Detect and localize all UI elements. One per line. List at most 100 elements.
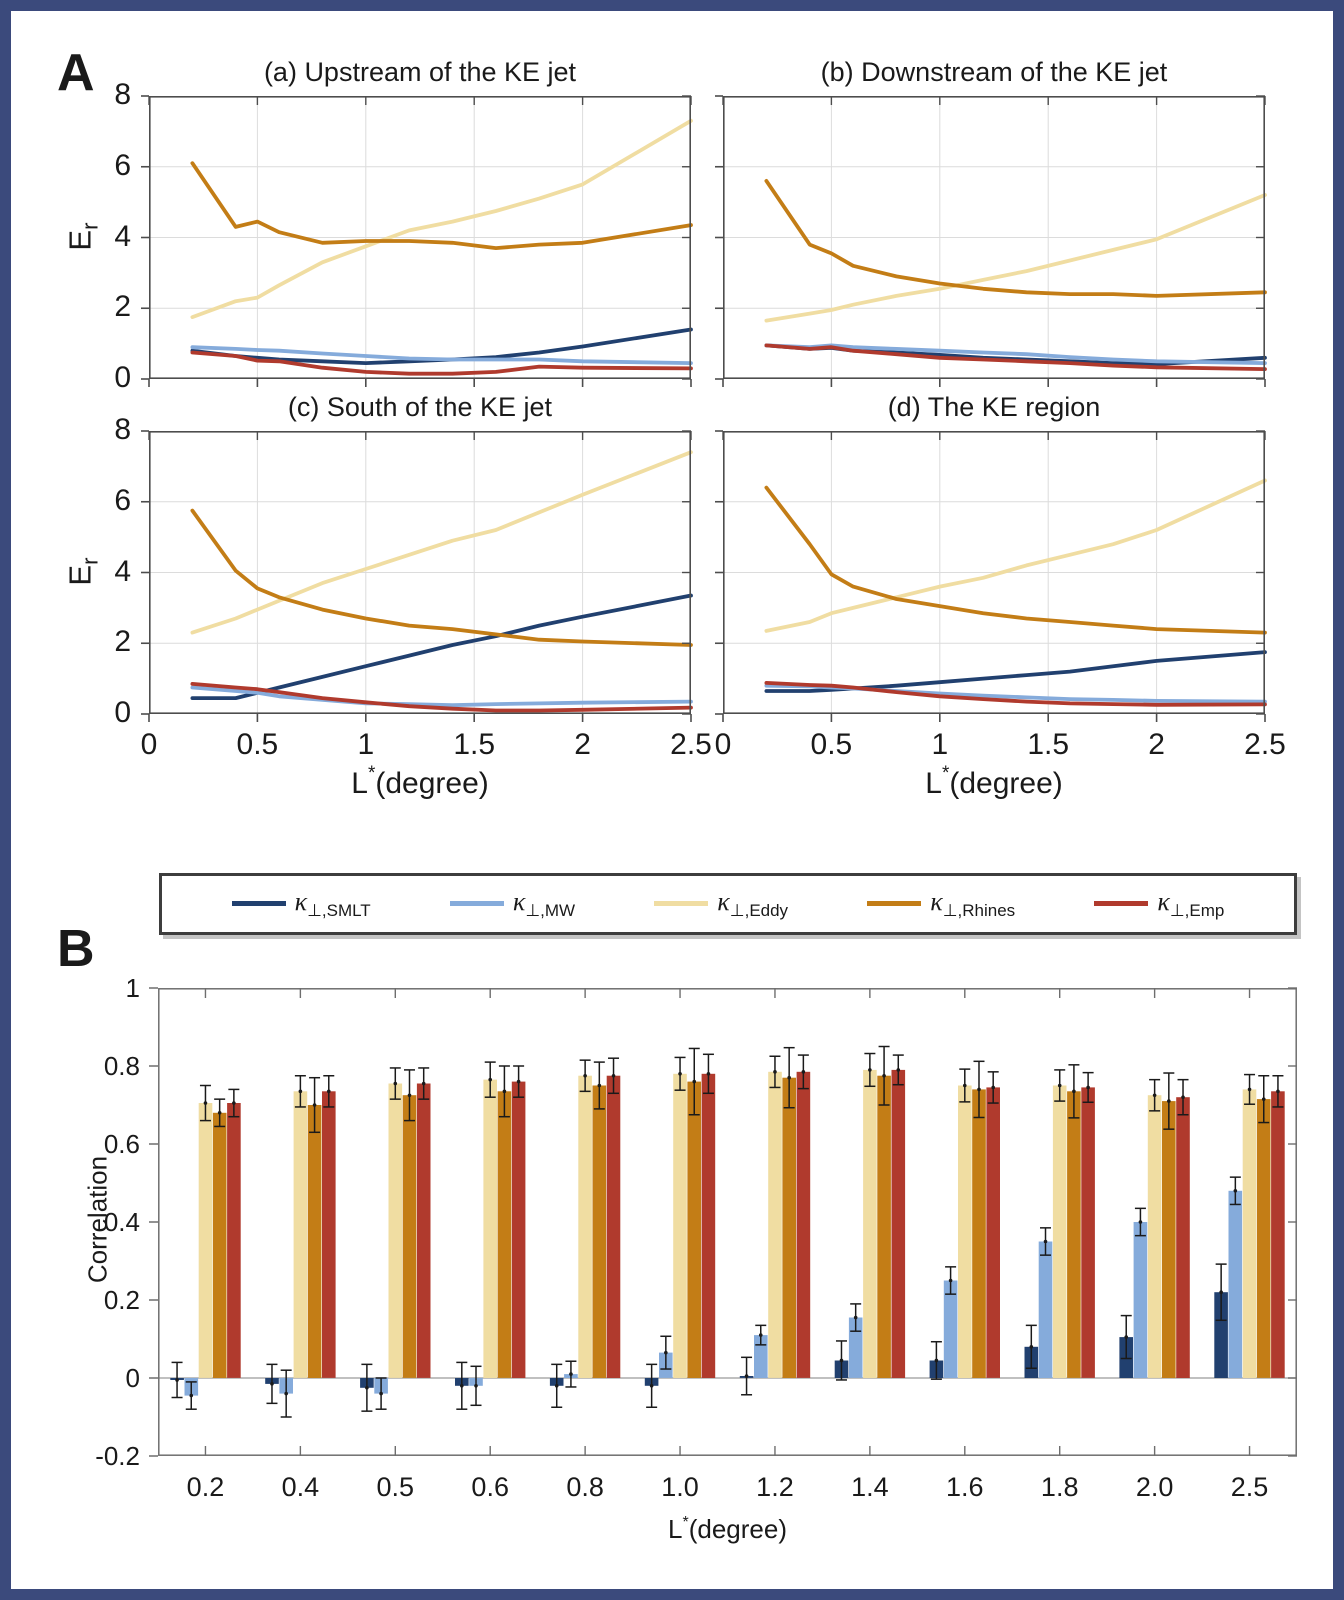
y-tick-label: 0 bbox=[114, 361, 131, 394]
x-tick-label: 2.5 bbox=[1244, 728, 1286, 761]
error-center-dot bbox=[1261, 1097, 1266, 1101]
bar-rhines bbox=[497, 1091, 512, 1378]
error-center-dot bbox=[977, 1087, 981, 1092]
bar-mw bbox=[848, 1317, 863, 1378]
error-center-dot bbox=[1086, 1085, 1090, 1090]
y-tick-label: 8 bbox=[114, 413, 131, 446]
panel-a-label: A bbox=[57, 44, 95, 102]
line-chart-b bbox=[715, 95, 1267, 387]
bar-emp bbox=[322, 1091, 336, 1378]
bar-eddy bbox=[863, 1069, 877, 1378]
error-center-dot bbox=[1276, 1089, 1280, 1094]
y-tick-label: 2 bbox=[114, 625, 131, 659]
error-center-dot bbox=[516, 1079, 521, 1084]
bar-eddy bbox=[388, 1083, 403, 1378]
chart-c-title: (c) South of the KE jet bbox=[287, 392, 553, 422]
error-center-dot bbox=[649, 1384, 654, 1388]
error-center-dot bbox=[502, 1089, 507, 1094]
rhines-line-swatch bbox=[867, 901, 922, 907]
bar-emp bbox=[1176, 1097, 1190, 1378]
error-center-dot bbox=[853, 1315, 858, 1320]
error-center-dot bbox=[692, 1079, 697, 1084]
bar-emp bbox=[986, 1087, 1000, 1378]
error-center-dot bbox=[365, 1385, 369, 1390]
error-center-dot bbox=[934, 1358, 939, 1363]
error-center-dot bbox=[1138, 1220, 1143, 1224]
error-center-dot bbox=[284, 1391, 288, 1396]
legend-a-item-smlt: κ⊥,SMLT bbox=[231, 887, 371, 921]
b-x-tick-label: 0.4 bbox=[281, 1472, 320, 1502]
bar-mw bbox=[1038, 1241, 1053, 1378]
y-tick-label: 4 bbox=[114, 219, 131, 253]
x-axis-label: L*(degree) bbox=[351, 763, 489, 800]
line-chart-d bbox=[715, 430, 1267, 722]
b-x-tick-label: 1.0 bbox=[661, 1472, 699, 1502]
bar-mw bbox=[943, 1280, 958, 1378]
error-center-dot bbox=[948, 1278, 953, 1283]
bar-mw bbox=[1228, 1190, 1243, 1378]
x-tick-label: 1 bbox=[931, 728, 949, 761]
y-axis-label: Er bbox=[62, 222, 103, 251]
y-tick-label: 4 bbox=[114, 554, 131, 588]
b-x-tick-label: 1.8 bbox=[1040, 1472, 1079, 1502]
bar-rhines bbox=[592, 1085, 607, 1378]
error-bars-smlt bbox=[171, 1263, 1227, 1412]
error-center-dot bbox=[664, 1350, 668, 1355]
error-center-dot bbox=[1072, 1089, 1076, 1094]
bar-series-emp bbox=[227, 1069, 1285, 1378]
error-center-dot bbox=[839, 1358, 844, 1363]
error-bars-mw bbox=[185, 1176, 1241, 1418]
error-center-dot bbox=[1057, 1083, 1062, 1088]
bar-eddy bbox=[1242, 1089, 1257, 1378]
bar-emp bbox=[796, 1071, 811, 1378]
error-center-dot bbox=[962, 1083, 967, 1088]
error-center-dot bbox=[706, 1072, 711, 1076]
series-eddy-line bbox=[190, 450, 693, 635]
x-tick-label: 0 bbox=[140, 728, 158, 761]
chart-a-title: (a) Upstream of the KE jet bbox=[263, 57, 577, 87]
b-y-tick-label: 1 bbox=[125, 973, 140, 1003]
error-bars-emp bbox=[228, 1053, 1284, 1118]
error-center-dot bbox=[896, 1068, 901, 1072]
series-emp-line bbox=[190, 350, 693, 376]
bar-chart bbox=[149, 987, 1297, 1457]
b-x-tick-label: 0.5 bbox=[376, 1472, 415, 1502]
panel-a-legend: κ⊥,SMLT κ⊥,MW κ⊥,Eddy κ⊥,Rhines κ⊥,Emp bbox=[159, 873, 1297, 935]
error-center-dot bbox=[1219, 1290, 1223, 1294]
legend-a-item-emp: κ⊥,Emp bbox=[1094, 887, 1224, 921]
series-emp-line bbox=[190, 681, 693, 713]
bar-eddy bbox=[1052, 1085, 1067, 1378]
error-center-dot bbox=[203, 1101, 208, 1105]
bar-emp bbox=[511, 1081, 526, 1378]
y-tick-label: 6 bbox=[114, 148, 131, 182]
error-center-dot bbox=[787, 1075, 791, 1080]
error-center-dot bbox=[326, 1089, 331, 1094]
x-tick-label: 1 bbox=[357, 728, 375, 761]
series-mw-line bbox=[190, 345, 693, 366]
error-center-dot bbox=[1152, 1093, 1157, 1098]
mw-line-swatch bbox=[449, 901, 504, 907]
series-rhines-line bbox=[764, 179, 1267, 298]
bar-emp bbox=[416, 1083, 431, 1378]
error-center-dot bbox=[1181, 1095, 1185, 1099]
error-center-dot bbox=[597, 1083, 602, 1088]
bar-series-eddy bbox=[198, 1069, 1257, 1378]
bar-series-rhines bbox=[212, 1075, 1271, 1378]
error-center-dot bbox=[421, 1081, 426, 1086]
b-x-tick-label: 1.4 bbox=[851, 1472, 889, 1502]
smlt-line-swatch bbox=[231, 901, 286, 907]
error-center-dot bbox=[298, 1089, 303, 1094]
bar-rhines bbox=[402, 1095, 417, 1378]
error-bars-rhines bbox=[214, 1045, 1270, 1134]
error-center-dot bbox=[1043, 1239, 1048, 1244]
series-emp-line bbox=[764, 680, 1267, 707]
b-x-tick-label: 0.6 bbox=[471, 1472, 509, 1502]
error-center-dot bbox=[217, 1111, 222, 1115]
legend-a-item-mw: κ⊥,MW bbox=[449, 887, 575, 921]
bar-emp bbox=[606, 1075, 621, 1378]
x-tick-label: 0.5 bbox=[810, 728, 853, 761]
bar-smlt bbox=[1214, 1292, 1228, 1378]
error-center-dot bbox=[393, 1081, 398, 1086]
x-tick-label: 2 bbox=[574, 728, 591, 761]
